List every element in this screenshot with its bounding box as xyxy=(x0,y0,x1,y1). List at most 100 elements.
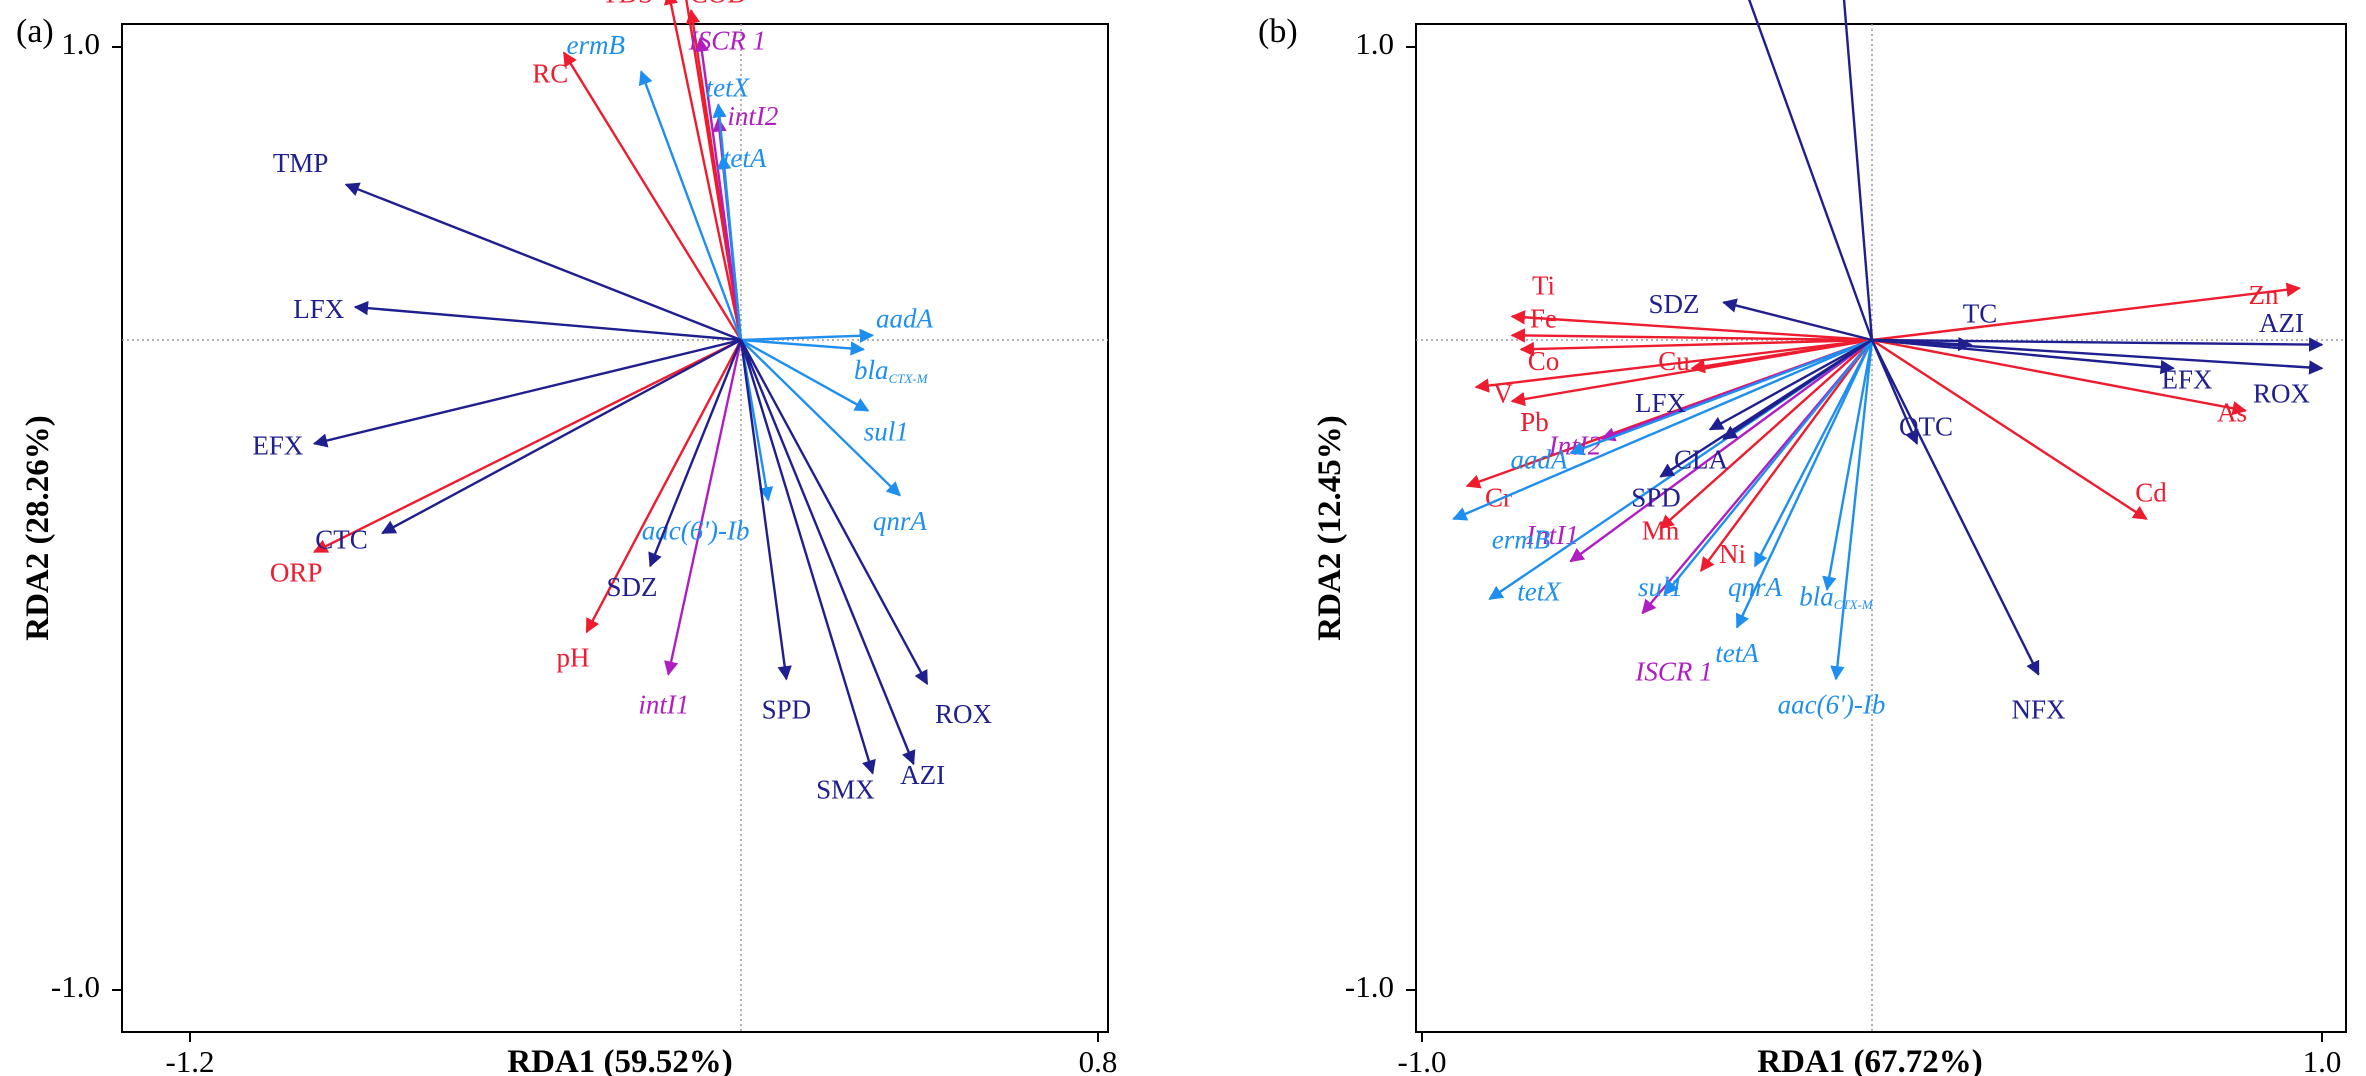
panel-a-vector-ctc xyxy=(381,338,742,535)
panel-a-vector-lfx xyxy=(353,300,742,342)
panel-a-label-azi: AZI xyxy=(900,760,945,790)
panel-b-label-ni: Ni xyxy=(1719,539,1746,569)
panel-a-vector-spd xyxy=(739,339,792,681)
panel-b-label-cr: Cr xyxy=(1485,482,1512,512)
panel-b-label-lfx: LFX xyxy=(1635,388,1687,418)
panel-a-label-tds: TDS xyxy=(602,0,653,8)
panel-b-label-qnra: qnrA xyxy=(1728,572,1783,602)
panel-a-vector-sul1 xyxy=(740,338,870,412)
panel-a-label-aac-6-ib: aac(6')-Ib xyxy=(642,515,750,545)
panel-a-label-rox: ROX xyxy=(935,699,993,729)
panel-a-xtick-right: 0.8 xyxy=(1079,1044,1118,1076)
panel-b-ytick-bottom: -1.0 xyxy=(1345,969,1394,1004)
panel-a-vector-inti1 xyxy=(664,339,743,676)
panel-a-label-orp: ORP xyxy=(270,558,323,588)
panel-a-vector-bla xyxy=(740,338,866,356)
panel-b-label-ermb: ermB xyxy=(1492,525,1550,555)
panel-b: (b) 1.0 -1.0 -1.0 1.0 RDA1 (67.72%) RDA2… xyxy=(1258,0,2347,1076)
panel-b-label-as: As xyxy=(2217,398,2247,428)
panel-a-ytick-top: 1.0 xyxy=(61,26,100,61)
panel-b-xtick-right: 1.0 xyxy=(2303,1044,2342,1076)
panel-b-ticks xyxy=(1406,46,2323,1042)
panel-a-label-teta: tetA xyxy=(723,143,767,173)
panel-b-vector-spd xyxy=(1659,338,1873,478)
panel-a-label-ph: pH xyxy=(557,642,590,672)
panel-b-label-mn: Mn xyxy=(1642,515,1680,545)
panel-b-vector-cd xyxy=(1871,338,2148,520)
panel-b-vector-ni xyxy=(1700,339,1873,572)
panel-a-vector-azi xyxy=(739,339,916,766)
panel-b-label-tetx: tetX xyxy=(1517,577,1562,607)
panel-a-label-cod: COD xyxy=(690,0,747,8)
panel-a-vector-smx xyxy=(739,339,876,775)
panel-a-ticks xyxy=(112,46,1099,1042)
panel-a-vector-qnra xyxy=(740,339,901,497)
panel-a-vector-teta xyxy=(716,154,743,341)
panel-b-label-tc: TC xyxy=(1963,299,1998,329)
panel-a-vector-tmp xyxy=(344,182,742,342)
panel-b-xtick-left: -1.0 xyxy=(1397,1044,1446,1076)
panel-b-vector-smx xyxy=(1842,0,1874,341)
panel-b-vector-ctc xyxy=(1748,0,1874,341)
panel-b-label-aada: aadA xyxy=(1511,445,1569,475)
panel-b-label-bla-subscript: CTX-M xyxy=(1834,598,1874,613)
panel-a-label-rc: RC xyxy=(532,58,568,88)
panel-a-xlabel: RDA1 (59.52%) xyxy=(507,1044,732,1076)
panel-a-label-ermb: ermB xyxy=(566,30,624,60)
panel-a-label-sdz: SDZ xyxy=(607,572,658,602)
panel-a-xtick-left: -1.2 xyxy=(165,1044,214,1076)
panel-b-vector-sdz xyxy=(1722,298,1873,342)
panel-a: (a) 1.0 -1.0 -1.2 0.8 RDA1 (59.52%) RDA2… xyxy=(16,0,1117,1076)
panel-a-vector-ph xyxy=(585,339,743,634)
panel-b-label-spd: SPD xyxy=(1631,482,1681,512)
panel-a-vector-aada xyxy=(740,328,875,343)
panel-b-label-otc: OTC xyxy=(1899,412,1953,442)
panel-b-label-cu: Cu xyxy=(1658,346,1690,376)
panel-a-label-tetx: tetX xyxy=(706,73,751,103)
panel-b-label-fe: Fe xyxy=(1530,303,1557,333)
panel-b-label-sul1: sul1 xyxy=(1638,572,1683,602)
panel-b-ylabel: RDA2 (12.45%) xyxy=(1312,415,1348,640)
panel-a-label-sul1: sul1 xyxy=(864,416,909,446)
panel-b-vector-qnra xyxy=(1753,339,1874,568)
panel-a-vector-ermb xyxy=(638,70,743,341)
panel-a-label-ctc: CTC xyxy=(315,525,368,555)
panel-a-label-spd: SPD xyxy=(762,694,812,724)
panel-a-label-inti2: intI2 xyxy=(727,101,778,131)
panel-b-vector-aac-6-ib xyxy=(1830,339,1874,681)
panel-b-label-co: Co xyxy=(1528,346,1560,376)
panel-a-vector-iscr-1 xyxy=(694,37,743,341)
panel-a-label-aada: aadA xyxy=(876,303,934,333)
panel-a-label-iscr-1: ISCR 1 xyxy=(688,25,766,55)
panel-b-vector-as xyxy=(1871,338,2247,416)
panel-a-vector-sdz xyxy=(648,339,743,568)
panel-a-frame xyxy=(121,23,1109,1033)
panel-b-ytick-top: 1.0 xyxy=(1355,26,1394,61)
panel-b-label-aac-6-ib: aac(6')-Ib xyxy=(1778,690,1886,720)
panel-a-plot-area: CONDTDSCODRCORPpHISCR 1intI2intI1ermBtet… xyxy=(122,0,1108,1032)
panel-b-vector-azi xyxy=(1871,337,2324,352)
panel-b-label-sdz: SDZ xyxy=(1648,289,1699,319)
panel-b-vector-rox xyxy=(1871,338,2324,375)
panel-a-letter: (a) xyxy=(16,13,54,50)
panel-a-label-tmp: TMP xyxy=(273,148,329,178)
panel-a-vector-tds xyxy=(663,0,743,341)
panel-b-vector-efx xyxy=(1871,338,2175,375)
panel-a-ylabel: RDA2 (28.26%) xyxy=(20,415,56,640)
panel-b-vector-bla xyxy=(1822,339,1874,592)
panel-b-vector-v xyxy=(1474,338,1873,393)
panel-b-vector-inti1 xyxy=(1569,339,1873,563)
panel-a-vector-rc xyxy=(562,51,743,341)
panel-b-letter: (b) xyxy=(1258,13,1298,50)
panel-b-vector-ermb xyxy=(1452,338,1873,521)
panel-b-vector-zn xyxy=(1871,282,2301,342)
panel-b-vector-cu xyxy=(1690,338,1873,374)
panel-b-label-rox: ROX xyxy=(2253,379,2311,409)
panel-a-label-lfx: LFX xyxy=(293,294,345,324)
panel-b-label-cd: Cd xyxy=(2135,478,2167,508)
panel-b-vector-teta xyxy=(1735,339,1874,629)
panel-b-label-ti: Ti xyxy=(1532,270,1555,300)
panel-a-label-efx: EFX xyxy=(252,431,304,461)
